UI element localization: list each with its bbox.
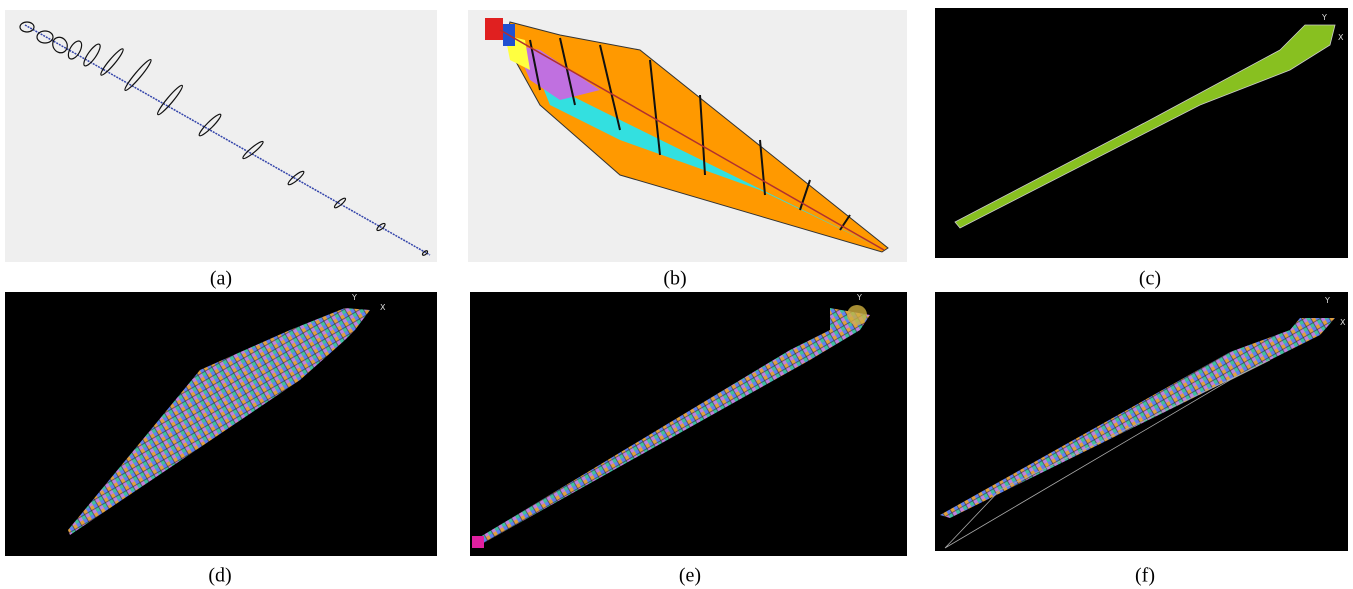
axis-label: X bbox=[1340, 318, 1346, 327]
axis-label: Y bbox=[351, 293, 357, 302]
axis-label: X bbox=[1338, 33, 1344, 42]
caption: (d) bbox=[208, 565, 231, 587]
axis-label: Y bbox=[1324, 296, 1330, 305]
axis-label: X bbox=[380, 303, 386, 312]
panel-f: Y X bbox=[935, 292, 1348, 551]
panel-a bbox=[5, 10, 437, 262]
figure: (a) (b) Y X (c) Y X (d) Y bbox=[0, 0, 1353, 589]
caption: (c) bbox=[1139, 268, 1161, 290]
panel-b bbox=[468, 10, 907, 262]
panel-c: Y X bbox=[935, 8, 1348, 258]
caption: (a) bbox=[210, 268, 232, 290]
axis-label: Y bbox=[856, 293, 862, 302]
axis-label: Y bbox=[1321, 13, 1327, 22]
panel-d: Y X bbox=[5, 292, 437, 556]
caption: (e) bbox=[679, 565, 701, 587]
caption: (f) bbox=[1135, 565, 1155, 587]
caption: (b) bbox=[663, 268, 686, 290]
panel-e: Y bbox=[470, 292, 907, 556]
